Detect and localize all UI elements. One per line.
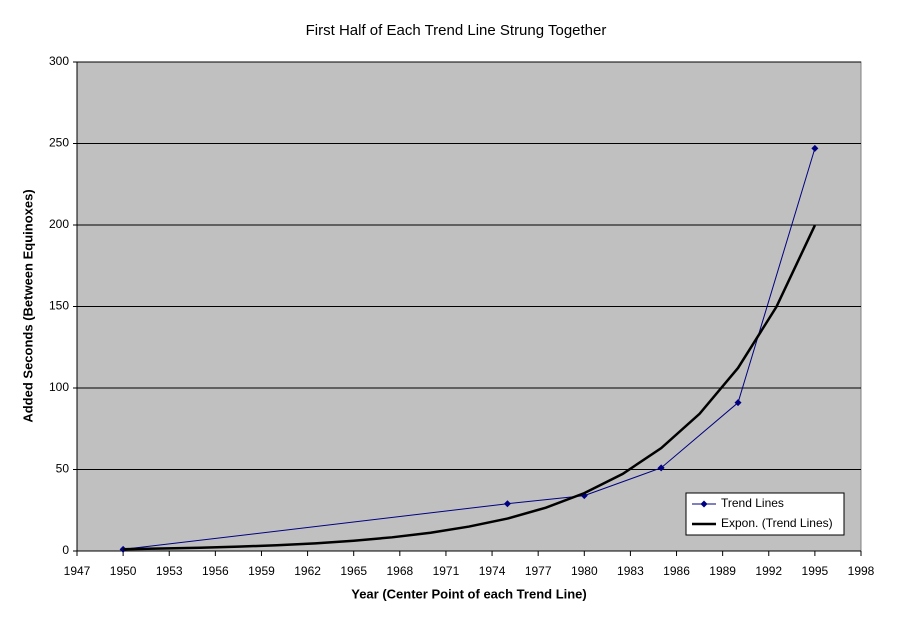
y-axis-label: Added Seconds (Between Equinoxes) xyxy=(20,189,35,422)
data-point xyxy=(503,500,511,508)
y-tick-label: 100 xyxy=(49,380,69,394)
data-point xyxy=(657,464,665,472)
legend-box xyxy=(685,492,845,536)
x-tick-label: 1968 xyxy=(386,564,413,578)
x-tick-label: 1995 xyxy=(802,564,829,578)
y-tick-label: 250 xyxy=(49,136,69,150)
x-tick-label: 1947 xyxy=(64,564,91,578)
x-tick-label: 1953 xyxy=(156,564,183,578)
data-point xyxy=(811,144,819,152)
x-tick-label: 1977 xyxy=(525,564,552,578)
x-tick-label: 1950 xyxy=(110,564,137,578)
x-tick-label: 1956 xyxy=(202,564,229,578)
x-tick-label: 1965 xyxy=(340,564,367,578)
data-point xyxy=(119,545,127,553)
y-tick-label: 0 xyxy=(62,543,69,557)
y-tick-label: 150 xyxy=(49,299,69,313)
x-tick-label: 1986 xyxy=(663,564,690,578)
x-tick-label: 1983 xyxy=(617,564,644,578)
x-tick-label: 1962 xyxy=(294,564,321,578)
y-tick-label: 200 xyxy=(49,217,69,231)
x-tick-label: 1992 xyxy=(755,564,782,578)
legend-label: Expon. (Trend Lines) xyxy=(721,516,833,530)
x-tick-label: 1971 xyxy=(433,564,460,578)
data-point xyxy=(734,399,742,407)
x-axis-label: Year (Center Point of each Trend Line) xyxy=(351,586,587,601)
series-line xyxy=(123,148,816,550)
y-tick-label: 300 xyxy=(49,54,69,68)
x-tick-label: 1974 xyxy=(479,564,506,578)
legend-label: Trend Lines xyxy=(721,496,784,510)
chart-title: First Half of Each Trend Line Strung Tog… xyxy=(306,22,607,39)
series-line xyxy=(123,224,817,551)
x-tick-label: 1959 xyxy=(248,564,275,578)
y-tick-label: 50 xyxy=(56,462,70,476)
x-tick-label: 1989 xyxy=(709,564,736,578)
x-tick-label: 1998 xyxy=(848,564,875,578)
legend-marker xyxy=(700,500,708,508)
x-tick-label: 1980 xyxy=(571,564,598,578)
